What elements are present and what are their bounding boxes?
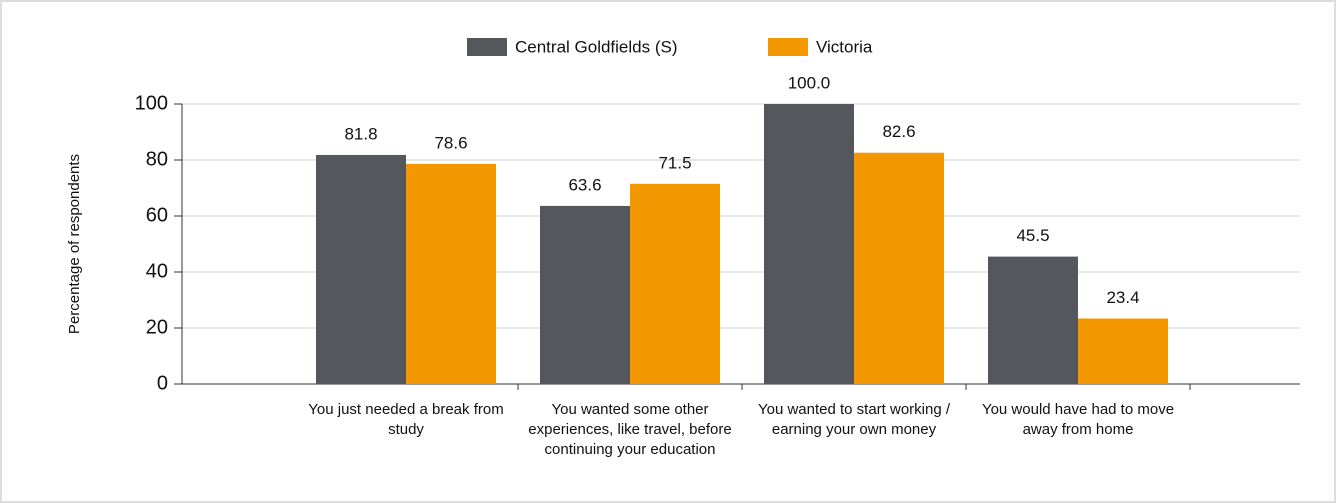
value-label: 45.5: [1016, 226, 1049, 245]
y-tick-label: 100: [135, 92, 168, 114]
x-tick-label: You would have had to move away from hom…: [981, 401, 1175, 438]
y-tick-label: 20: [146, 316, 168, 338]
bar: [316, 154, 406, 384]
legend-swatch: [467, 38, 507, 56]
bar: [854, 152, 944, 384]
bar: [764, 104, 854, 384]
y-tick-label: 40: [146, 260, 168, 282]
bar: [988, 256, 1078, 384]
y-tick-label: 0: [157, 372, 168, 394]
value-label: 78.6: [434, 133, 467, 152]
x-tick-label: You wanted to start working / earning yo…: [757, 401, 951, 438]
bar: [630, 183, 720, 384]
bar: [406, 163, 496, 384]
value-label: 81.8: [344, 124, 377, 143]
bar: [1078, 318, 1168, 384]
value-label: 63.6: [568, 175, 601, 194]
value-label: 23.4: [1106, 288, 1139, 307]
bar: [540, 205, 630, 384]
x-tick-label: You wanted some other experiences, like …: [528, 401, 732, 458]
legend-swatch: [768, 38, 808, 56]
y-axis-title: Percentage of respondents: [66, 154, 83, 334]
legend-label: Victoria: [816, 37, 873, 56]
value-label: 100.0: [788, 73, 831, 92]
value-label: 71.5: [658, 153, 691, 172]
y-tick-label: 60: [146, 204, 168, 226]
y-tick-label: 80: [146, 148, 168, 170]
value-label: 82.6: [882, 122, 915, 141]
x-tick-label: You just needed a break from study: [308, 401, 504, 438]
legend-label: Central Goldfields (S): [515, 37, 678, 56]
